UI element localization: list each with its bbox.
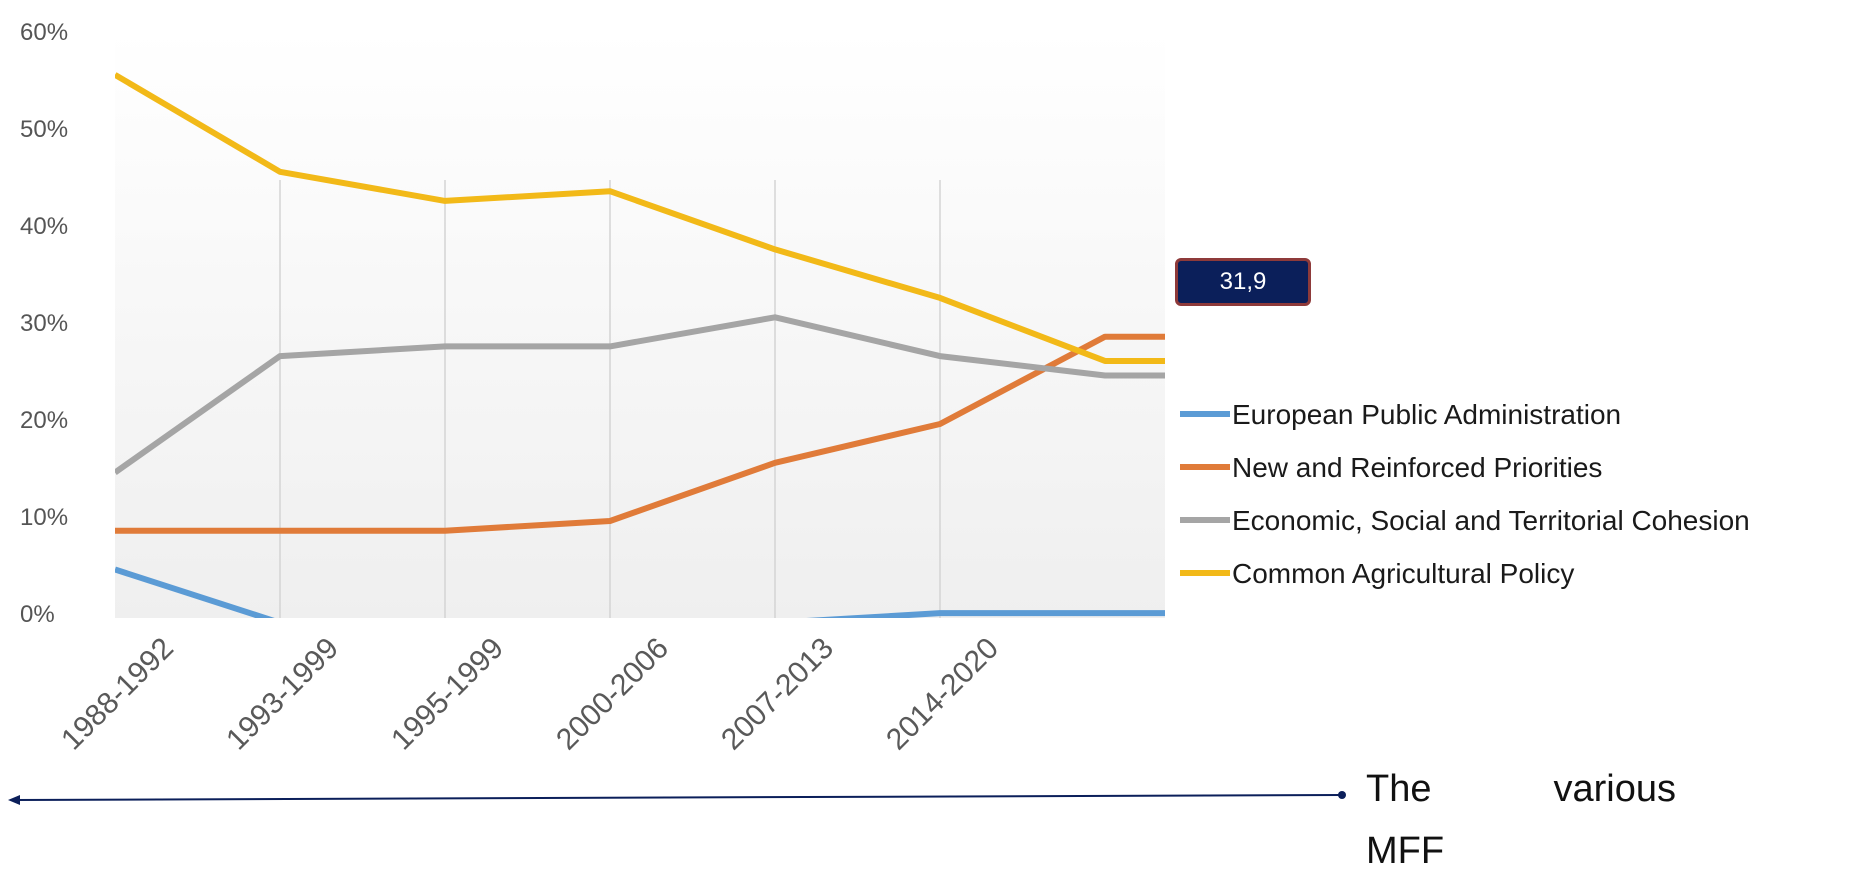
legend-label: Common Agricultural Policy (1232, 558, 1574, 589)
x-tick-label: 2007-2013 (715, 632, 840, 757)
y-tick-label: 40% (20, 213, 68, 240)
x-axis: 1988-1992 1993-1999 1995-1999 2000-2006 2007… (55, 632, 1005, 757)
y-tick-label: 20% (20, 407, 68, 434)
plot-area (115, 30, 1165, 618)
x-tick-label: 2014-2020 (880, 632, 1005, 757)
series-lines (115, 72, 1165, 618)
arrow-line (8, 791, 1346, 805)
y-axis: 0% 10% 20% 30% 40% 50% 60% (20, 19, 68, 628)
legend: European Public Administration New and Re… (1180, 399, 1750, 589)
legend-label: New and Reinforced Priorities (1232, 452, 1602, 483)
x-tick-label: 1988-1992 (55, 632, 180, 757)
x-tick-label: 1995-1999 (385, 632, 510, 757)
note-word-mff: MFF (1366, 830, 1445, 872)
series-line-2 (115, 314, 1165, 475)
y-tick-label: 0% (20, 601, 55, 628)
note-word-the: The (1366, 768, 1432, 810)
y-tick-label: 50% (20, 116, 68, 143)
y-tick-label: 30% (20, 310, 68, 337)
y-tick-label: 60% (20, 19, 68, 46)
value-callout: 31,9 (1175, 258, 1311, 306)
note-text: The various (1366, 768, 1676, 811)
y-tick-label: 10% (20, 504, 68, 531)
legend-label: Economic, Social and Territorial Cohesio… (1232, 505, 1750, 536)
grid-lines (279, 180, 941, 618)
series-line-0 (115, 566, 1165, 618)
series-line-3 (115, 72, 1165, 364)
note-word-various: various (1553, 768, 1677, 810)
legend-label: European Public Administration (1232, 399, 1621, 430)
x-tick-label: 2000-2006 (550, 632, 675, 757)
x-tick-label: 1993-1999 (220, 632, 345, 757)
